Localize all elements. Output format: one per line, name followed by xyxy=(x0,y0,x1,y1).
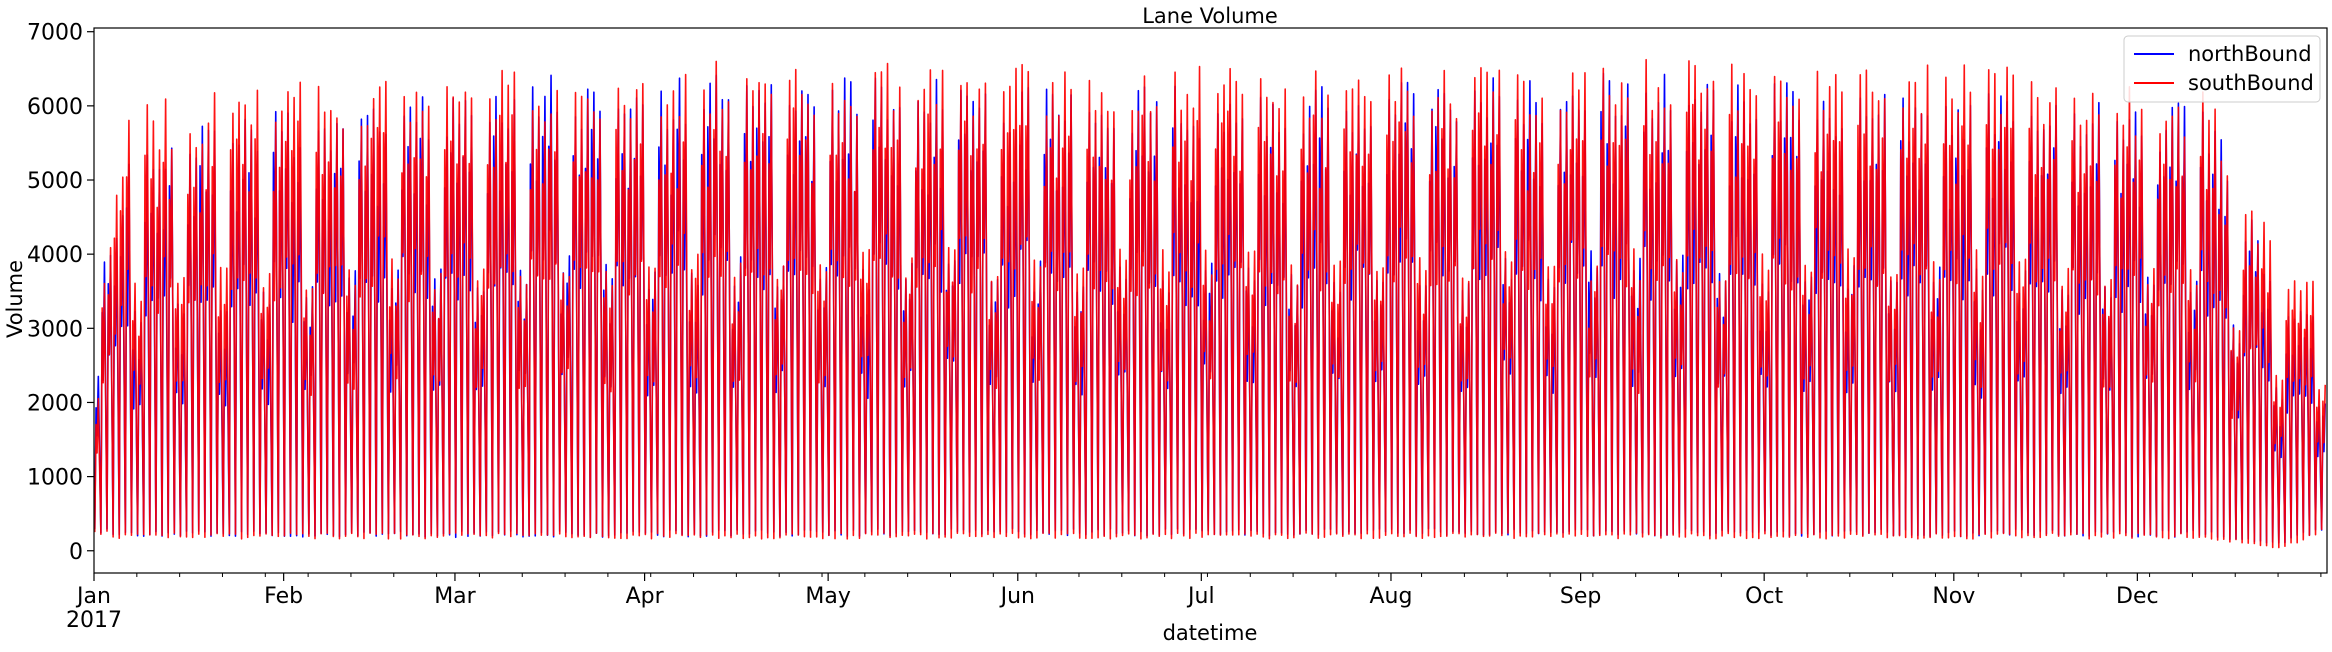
x-tick-label: Nov xyxy=(1932,584,1975,609)
y-tick-label: 1000 xyxy=(27,466,83,491)
y-tick-label: 2000 xyxy=(27,391,83,416)
x-tick-sublabel: 2017 xyxy=(66,608,122,633)
legend[interactable]: northBound southBound xyxy=(2123,35,2321,103)
legend-label-southBound: southBound xyxy=(2188,71,2314,95)
legend-label-northBound: northBound xyxy=(2188,42,2312,66)
y-axis: 0 1000 2000 3000 4000 5000 6000 7000 xyxy=(27,21,94,565)
x-tick-label: Jul xyxy=(1186,584,1215,609)
y-tick-label: 0 xyxy=(69,540,83,565)
y-tick-label: 3000 xyxy=(27,317,83,342)
x-tick-label: Aug xyxy=(1369,584,1412,609)
y-tick-label: 4000 xyxy=(27,243,83,268)
legend-box xyxy=(2123,35,2321,103)
y-tick-label: 5000 xyxy=(27,169,83,194)
y-tick-label: 7000 xyxy=(27,21,83,46)
x-tick-label: Apr xyxy=(626,584,665,609)
series-layer xyxy=(93,58,2327,549)
x-tick-label: Sep xyxy=(1560,584,1601,609)
chart-title: Lane Volume xyxy=(1142,4,1278,28)
x-tick-label: Jun xyxy=(999,584,1035,609)
x-tick-label: Jan xyxy=(75,584,111,609)
x-tick-label: May xyxy=(805,584,850,609)
series-line-southBound xyxy=(93,58,2327,549)
y-tick-label: 6000 xyxy=(27,95,83,120)
plot-frame xyxy=(93,27,2328,574)
y-axis-title: Volume xyxy=(3,260,27,338)
x-tick-label: Oct xyxy=(1745,584,1783,609)
x-tick-label: Feb xyxy=(264,584,303,609)
x-tick-label: Dec xyxy=(2116,584,2159,609)
x-axis-title: datetime xyxy=(1163,621,1258,645)
x-tick-label: Mar xyxy=(434,584,476,609)
